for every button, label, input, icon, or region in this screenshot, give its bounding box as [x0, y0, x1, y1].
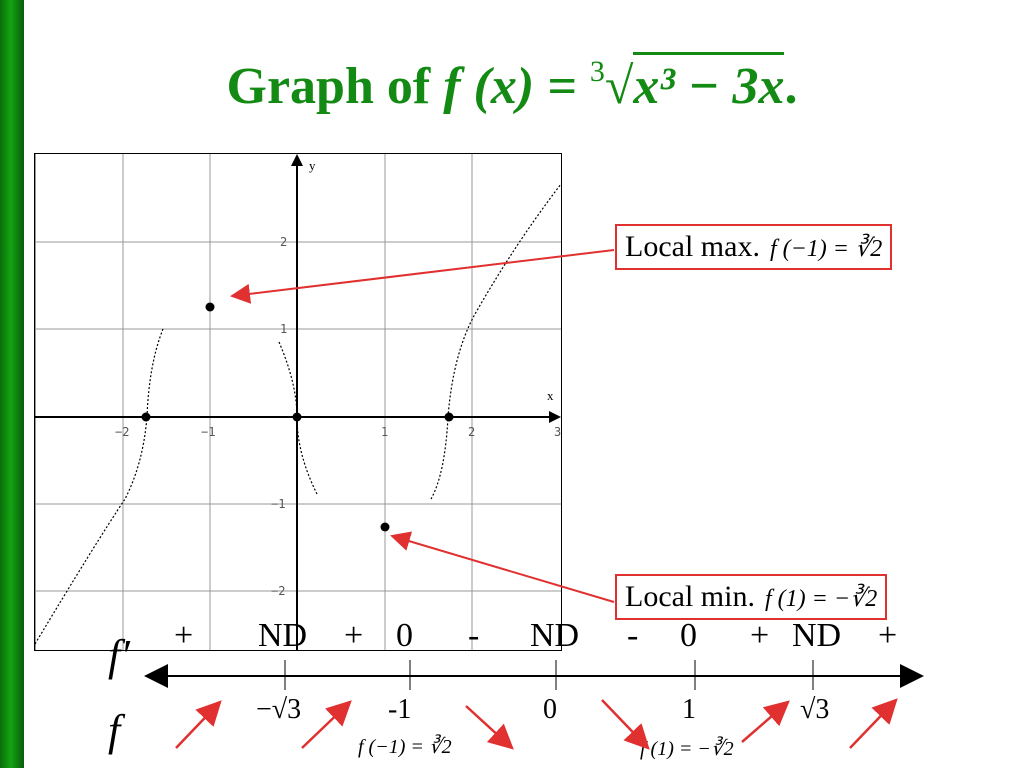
point-label-neg-root3: −√3 [256, 694, 302, 725]
sign-item: 0 [680, 617, 697, 654]
local-max-pointer-arrow-icon [230, 249, 615, 304]
sign-item: - [468, 617, 480, 654]
point-local-max [205, 302, 215, 312]
y-tick-label: −1 [271, 497, 285, 511]
local-min-callout: Local min. f (1) = −∛2 [615, 574, 888, 620]
local-max-callout: Local max. f (−1) = ∛2 [615, 224, 893, 270]
point-local-min [380, 522, 390, 532]
local-min-value: f (1) = −∛2 [764, 586, 878, 612]
y-tick-label: 1 [280, 322, 287, 336]
point-origin [292, 412, 302, 422]
local-min-pointer-arrow-icon [390, 531, 615, 603]
sign-item: + [750, 617, 770, 654]
y-axis-label: y [309, 158, 316, 173]
graph-canvas: x y −2 −1 1 2 3 2 1 −1 −2 [34, 154, 562, 650]
title-function: f (x) = [443, 58, 590, 115]
x-tick-label: 2 [468, 425, 475, 439]
sign-item: ND [792, 617, 842, 654]
increasing-arrow-icon [175, 700, 222, 749]
x-tick-label: −2 [115, 425, 129, 439]
increasing-arrow-icon [741, 700, 790, 743]
fprime-label: f′ [108, 631, 130, 680]
slide-sidebar-bar [0, 0, 24, 768]
key-points [141, 302, 454, 532]
point-neg-root3 [141, 412, 151, 422]
point-root3 [444, 412, 454, 422]
decreasing-arrow-icon [465, 705, 514, 750]
title-radicand: x³ − 3x [633, 52, 785, 116]
point-label-one: 1 [682, 694, 696, 725]
curve-right-branch [430, 183, 562, 500]
sign-item: - [627, 617, 639, 654]
sign-item: 0 [396, 617, 413, 654]
x-axis-arrow-icon [549, 411, 561, 423]
increasing-arrow-icon [849, 698, 898, 749]
point-label-root3: √3 [800, 694, 830, 725]
sign-item: ND [258, 617, 308, 654]
sign-item: + [878, 617, 898, 654]
sign-item: + [174, 617, 194, 654]
number-line [144, 660, 924, 690]
f-value-max: f (−1) = ∛2 [358, 736, 452, 758]
f-label: f [108, 706, 121, 755]
title-end: . [784, 58, 798, 115]
sign-item: + [344, 617, 364, 654]
point-label-zero: 0 [543, 694, 557, 725]
x-tick-label: 1 [381, 425, 388, 439]
f-value-min: f (1) = −∛2 [640, 738, 734, 760]
y-tick-label: 2 [280, 235, 287, 249]
x-tick-label: 3 [554, 425, 561, 439]
point-label-neg-one: -1 [388, 694, 412, 725]
local-max-label: Local max. [625, 230, 760, 263]
local-min-label: Local min. [625, 580, 755, 613]
title-text: Graph of [226, 58, 431, 115]
y-axis-arrow-icon [291, 154, 303, 166]
title-root-index: 3 [589, 55, 605, 88]
function-graph: x y −2 −1 1 2 3 2 1 −1 −2 [34, 153, 562, 651]
monotonic-arrows [175, 698, 898, 750]
increasing-arrow-icon [301, 700, 352, 749]
slide-title: Graph of f (x) = 3√x³ − 3x. [0, 52, 1024, 116]
x-tick-label: −1 [201, 425, 215, 439]
decreasing-arrow-icon [601, 699, 650, 750]
sign-item: ND [530, 617, 580, 654]
x-axis-label: x [547, 388, 554, 403]
local-max-value: f (−1) = ∛2 [769, 236, 883, 262]
y-tick-label: −2 [271, 584, 285, 598]
